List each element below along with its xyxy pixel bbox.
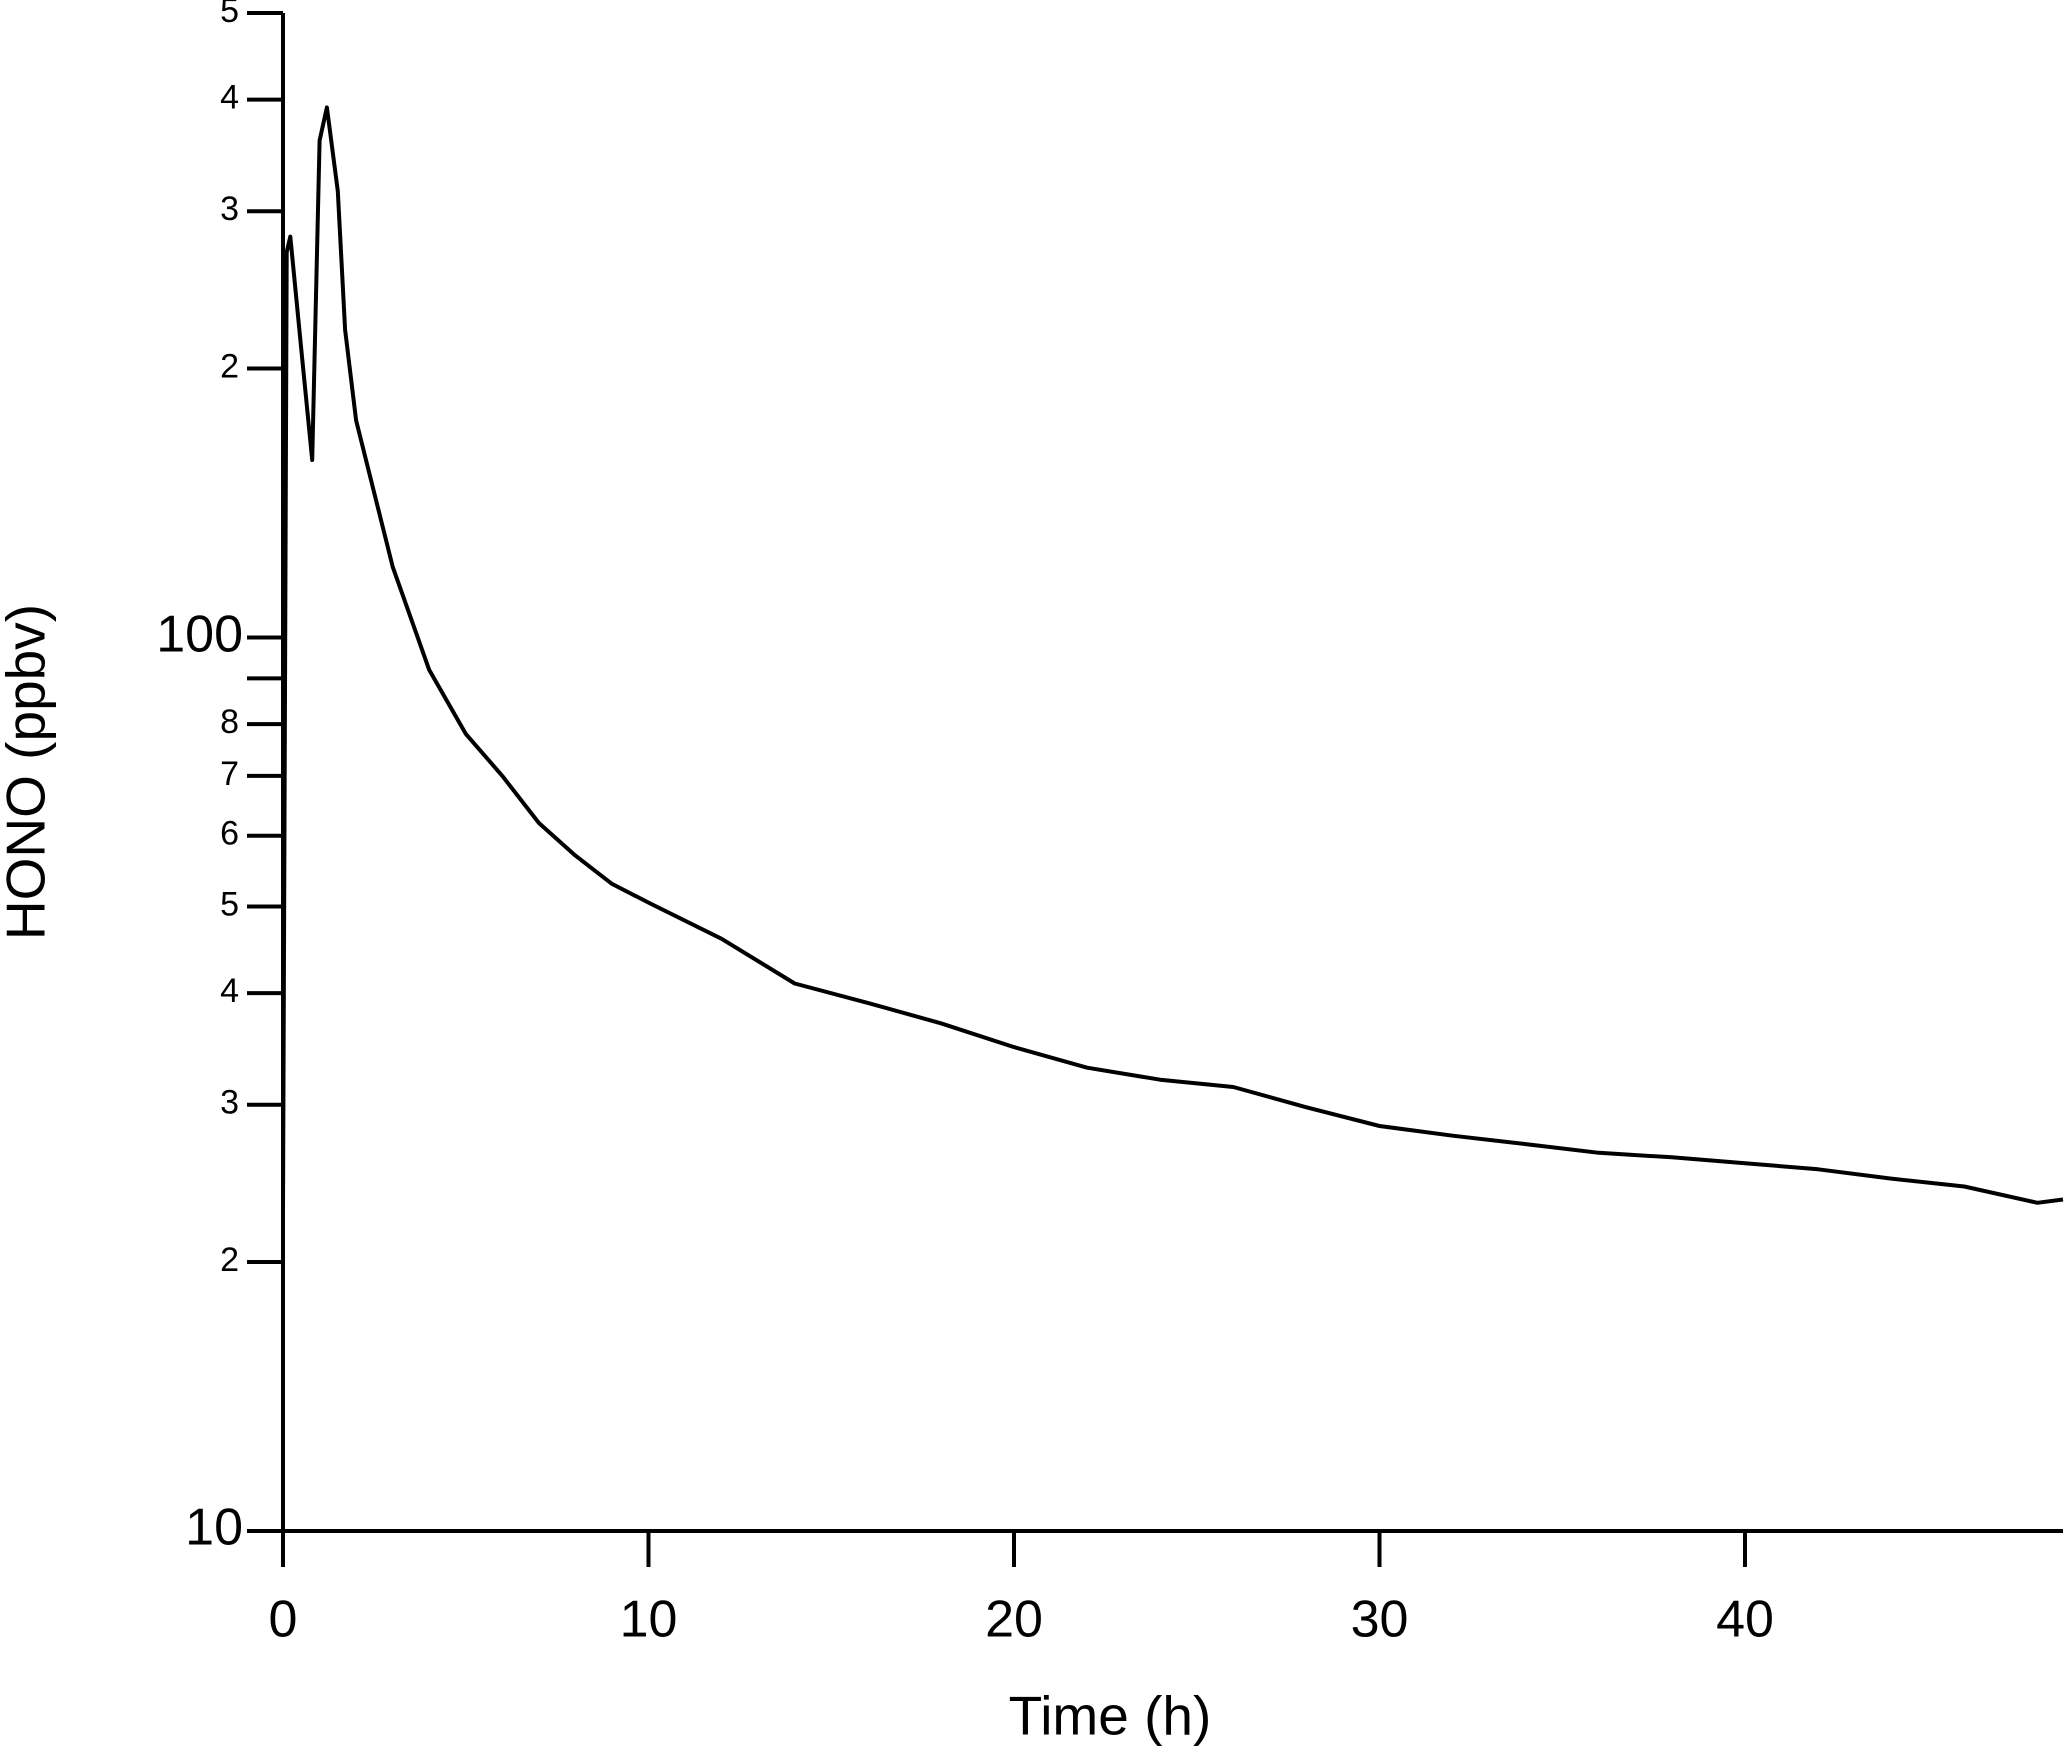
y-tick-label: 5 xyxy=(220,0,239,30)
y-tick-label: 8 xyxy=(220,703,239,741)
y-tick-label: 4 xyxy=(220,972,239,1010)
y-tick-label: 4 xyxy=(220,79,239,117)
data-line xyxy=(281,105,2064,1208)
y-tick-label: 7 xyxy=(220,755,239,793)
y-tick-label: 3 xyxy=(220,1084,239,1122)
x-tick-label: 0 xyxy=(269,1591,298,1649)
y-tick-label: 3 xyxy=(220,190,239,228)
x-tick-label: 20 xyxy=(985,1591,1043,1649)
x-tick-label: 30 xyxy=(1351,1591,1409,1649)
x-tick-label: 10 xyxy=(620,1591,678,1649)
y-tick-label: 10 xyxy=(185,1499,243,1557)
y-tick-label: 6 xyxy=(220,815,239,853)
y-axis-label: HONO (ppbv) xyxy=(0,604,57,940)
y-tick-label: 2 xyxy=(220,348,239,386)
y-tick-label: 2 xyxy=(220,1241,239,1279)
y-tick-label: 5 xyxy=(220,885,239,923)
x-tick-label: 40 xyxy=(1716,1591,1774,1649)
x-axis-label: Time (h) xyxy=(1009,1685,1212,1747)
y-tick-label: 100 xyxy=(156,605,243,663)
